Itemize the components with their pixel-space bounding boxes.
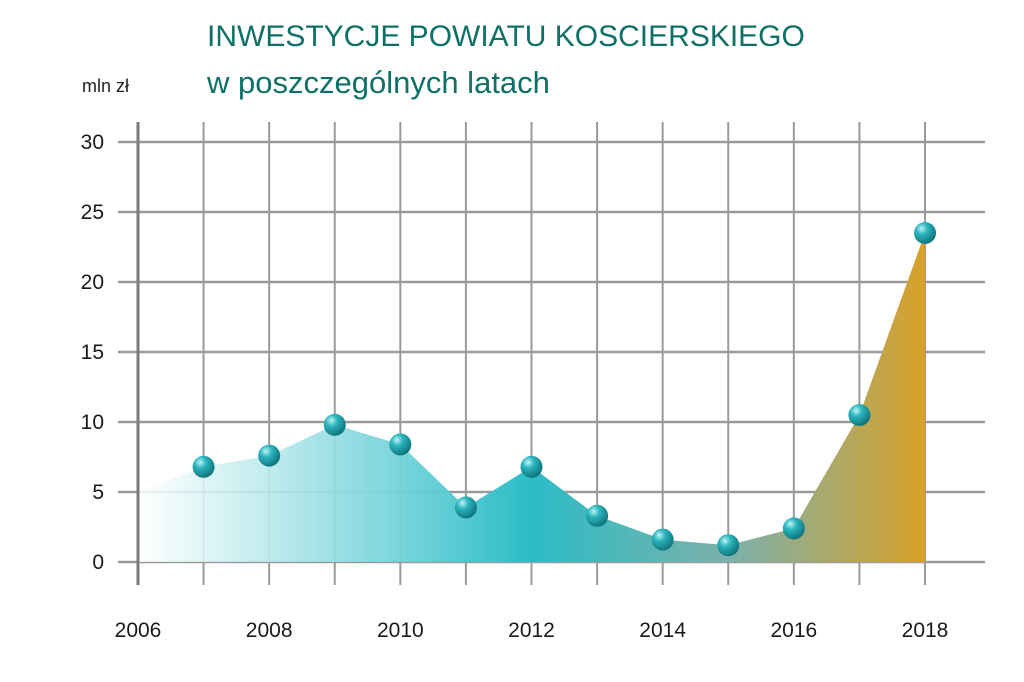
data-point-2015 — [717, 534, 740, 557]
chart-title: INWESTYCJE POWIATU KOSCIERSKIEGO — [207, 20, 805, 53]
data-point-2017 — [848, 404, 871, 426]
y-tick-10: 10 — [81, 411, 104, 434]
x-tick-2010: 2010 — [377, 619, 424, 642]
data-markers — [192, 222, 936, 557]
y-axis-label: mln zł — [82, 76, 130, 96]
y-tick-25: 25 — [81, 201, 104, 224]
y-tick-5: 5 — [92, 481, 104, 504]
data-point-2018 — [914, 222, 936, 244]
area-fill — [138, 233, 925, 562]
data-point-2010 — [389, 433, 412, 456]
tick-labels: 0 5 10 15 20 25 30 2006 2008 2010 2012 2014 2016 2018 — [81, 131, 949, 642]
x-tick-2018: 2018 — [902, 619, 949, 642]
y-tick-0: 0 — [92, 551, 104, 574]
x-tick-2008: 2008 — [246, 619, 293, 642]
x-tick-2012: 2012 — [508, 619, 555, 642]
data-point-2016 — [782, 517, 805, 540]
y-tick-15: 15 — [81, 341, 104, 364]
x-tick-2006: 2006 — [115, 619, 162, 642]
data-point-2014 — [651, 528, 674, 551]
data-point-2013 — [586, 504, 609, 527]
data-point-2012 — [520, 455, 543, 478]
y-tick-30: 30 — [81, 131, 104, 154]
data-point-2009 — [323, 413, 346, 436]
chart-subtitle: w poszczególnych latach — [207, 65, 550, 100]
x-tick-2014: 2014 — [639, 619, 686, 642]
y-tick-20: 20 — [81, 271, 104, 294]
data-point-2011 — [454, 496, 477, 519]
x-tick-2016: 2016 — [770, 619, 817, 642]
data-point-2007 — [192, 455, 215, 478]
data-point-2008 — [258, 444, 281, 467]
